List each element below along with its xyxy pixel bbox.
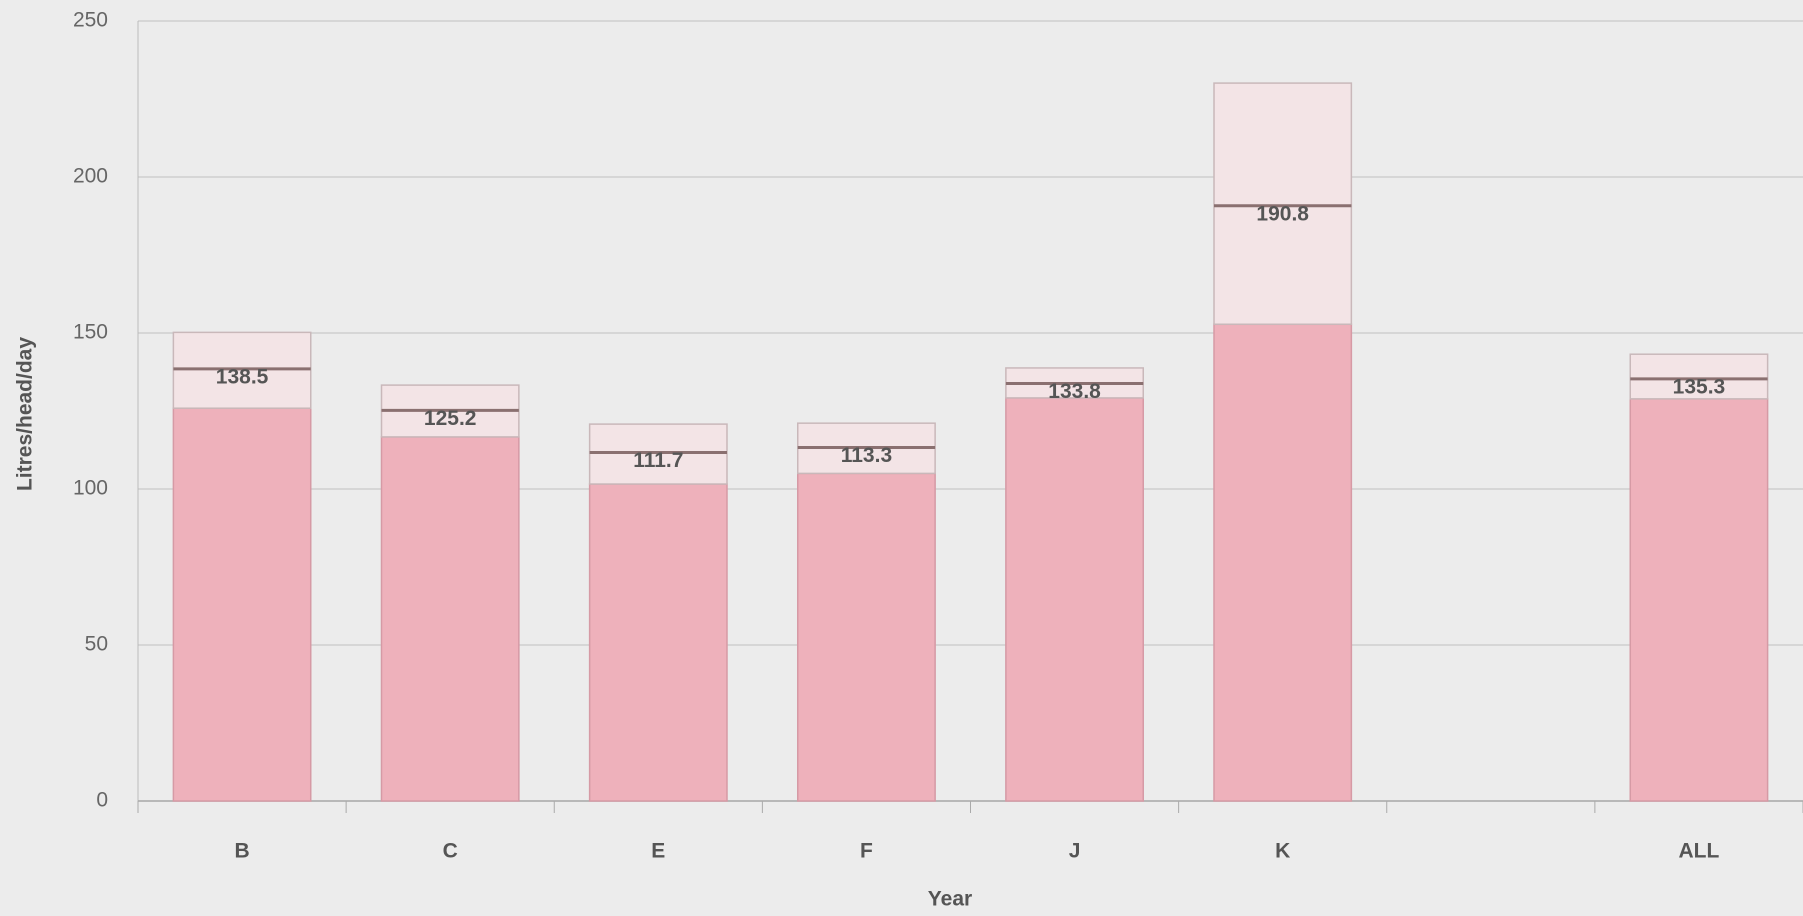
x-tick-label: F — [860, 840, 873, 863]
marker-label: 190.8 — [1256, 202, 1309, 225]
x-tick-label: J — [1069, 840, 1081, 863]
bar-segment — [1629, 398, 1769, 802]
marker-label: 125.2 — [424, 407, 477, 430]
bar-segment — [1213, 82, 1353, 326]
y-tick-label: 150 — [73, 321, 108, 344]
y-tick-label: 200 — [73, 165, 108, 188]
y-tick-label: 50 — [85, 633, 108, 656]
bar-segment — [588, 423, 728, 485]
marker-label: 113.3 — [841, 444, 892, 467]
bar-segment — [380, 436, 520, 802]
bar-segment — [172, 407, 312, 802]
x-tick-label: B — [234, 840, 249, 863]
y-axis-label: Litres/head/day — [14, 337, 37, 491]
bar-segment — [797, 472, 936, 802]
bar-segment — [588, 483, 728, 802]
x-tick-label: K — [1275, 840, 1290, 863]
x-axis-label: Year — [928, 888, 972, 911]
marker-label: 133.8 — [1048, 380, 1101, 403]
marker-label: 111.7 — [633, 449, 683, 472]
bar-segment — [1005, 397, 1144, 802]
marker-label: 135.3 — [1673, 375, 1726, 398]
x-tick-label: E — [651, 840, 665, 863]
y-tick-label: 250 — [73, 9, 108, 32]
marker-label: 138.5 — [216, 365, 269, 388]
y-tick-label: 0 — [96, 789, 108, 812]
bar-segment — [1213, 323, 1353, 802]
bar-segment — [1629, 353, 1769, 400]
x-tick-label: ALL — [1679, 840, 1720, 863]
x-tick-label: C — [443, 840, 458, 863]
y-tick-label: 100 — [73, 477, 108, 500]
